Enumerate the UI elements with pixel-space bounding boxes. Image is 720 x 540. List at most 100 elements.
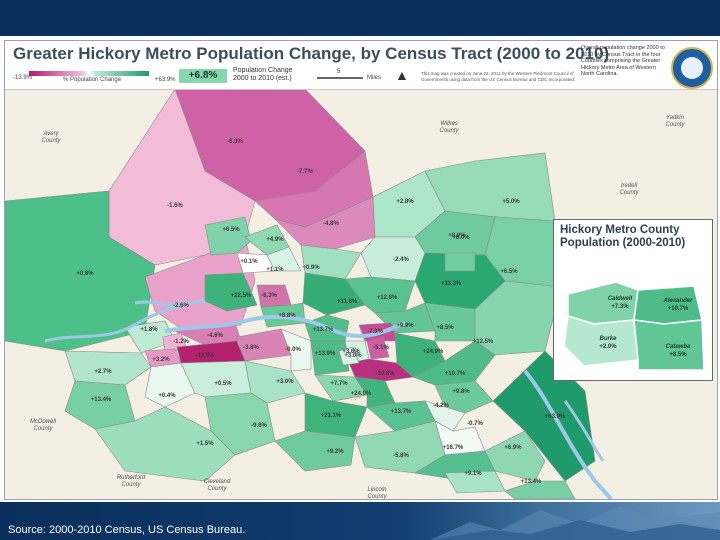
tract-polygon: [204, 272, 258, 312]
tract-label: +3.2%: [152, 357, 170, 363]
map-header: Greater Hickory Metro Population Change,…: [5, 41, 717, 90]
tract-polygon: [266, 246, 302, 272]
county-label: Cleveland County: [204, 479, 231, 492]
tract-polygon: [260, 302, 306, 328]
tract-label: +1.1%: [266, 267, 284, 273]
pop-change-line1: Population Change: [233, 67, 293, 74]
county-labels-layer: Avery County Wilkes County Yadkin County Irede…: [30, 115, 686, 499]
map-credit-note: This map was created on June 22, 2011 by…: [421, 71, 576, 82]
tract-polygon: [484, 430, 546, 482]
tract-polygon: [504, 480, 576, 499]
inset-map: Caldwell +7.3% Alexander +10.7% Burke +2.0% Ca…: [563, 281, 705, 371]
tract-label: +16.7%: [443, 445, 464, 451]
county-label: Avery County: [41, 131, 61, 144]
tract-label: +13.7%: [313, 327, 334, 333]
tract-polygon: [204, 216, 252, 256]
tract-label: -4.6%: [207, 333, 223, 339]
tract-label: -5.8%: [393, 453, 409, 459]
tract-polygon: [94, 406, 236, 482]
north-arrow-icon: ▲: [395, 67, 409, 83]
tract-polygon: [5, 190, 156, 352]
pop-change-line2: 2000 to 2010 (est.): [233, 75, 292, 82]
tract-polygon: [300, 244, 362, 280]
tract-label: +6.9%: [504, 445, 522, 451]
tract-polygon: [280, 328, 312, 372]
tract-label: +0.5%: [214, 381, 232, 387]
overall-change-box: +6.8%: [179, 69, 227, 83]
water-layer: [44, 299, 613, 499]
tract-label: +8.5%: [436, 325, 454, 331]
inset-county-name: Alexander: [662, 298, 693, 304]
county-label: Rutherford County: [117, 475, 146, 488]
tract-label: -4.8%: [323, 221, 339, 227]
inset-county-value: +10.7%: [668, 306, 689, 312]
inset-county-name: Catawba: [666, 344, 691, 350]
population-change-label: Population Change 2000 to 2010 (est.): [233, 67, 293, 83]
tract-label: +9.8%: [452, 389, 470, 395]
map-figure: -6.3% -7.7% -1.5% +0.8% -2.6% +6.5% +4.9% -4.8%…: [4, 40, 718, 500]
tract-label: +3.0%: [276, 379, 294, 385]
tract-label: +13.4%: [521, 479, 542, 485]
tract-polygon: [302, 272, 366, 316]
tract-label: +10.7%: [445, 371, 466, 377]
inset-county-polygon: [567, 281, 639, 325]
tract-label: +8.8%: [278, 313, 296, 319]
legend-max: +63.9%: [155, 77, 176, 83]
tracts-layer: [5, 88, 596, 499]
tract-label: +3.0%: [344, 353, 362, 359]
tract-polygon: [424, 302, 476, 342]
tract-label: +6.5%: [222, 227, 240, 233]
tract-polygon: [144, 362, 196, 408]
tract-label: +2.8%: [396, 199, 414, 205]
tract-label: +0.9%: [302, 265, 320, 271]
tract-polygon: [338, 346, 360, 366]
tract-label: -6.3%: [261, 293, 277, 299]
tract-label: -5.1%: [373, 345, 389, 351]
tract-label: -13.5%: [195, 353, 215, 359]
tract-label: +13.9%: [315, 351, 336, 357]
county-label: Lincoln County: [367, 487, 387, 499]
tract-label: +24.9%: [423, 349, 444, 355]
inset-county-name: Caldwell: [608, 296, 633, 302]
inset-county-value: +2.0%: [599, 344, 617, 350]
tract-label: +5.0%: [502, 199, 520, 205]
tract-polygon: [366, 336, 390, 360]
tract-label: -7.3%: [367, 329, 383, 335]
tract-label: -0.0%: [285, 347, 301, 353]
tract-label: -7.7%: [297, 169, 313, 175]
tract-label: -0.7%: [467, 421, 483, 427]
tract-polygon: [424, 400, 466, 432]
tract-polygon: [310, 340, 350, 376]
county-label: Iredell County: [619, 183, 639, 196]
tract-label: +8.0%: [448, 233, 466, 239]
tract-label: +6.5%: [500, 269, 518, 275]
tract-label: +12.5%: [473, 339, 494, 345]
tract-label: +24.0%: [351, 391, 372, 397]
tract-polygon: [64, 350, 152, 386]
scale-number: 5: [337, 69, 341, 75]
scale-unit: Miles: [367, 75, 382, 81]
inset-title-line1: Hickory Metro County: [560, 224, 680, 236]
tract-label: -2.6%: [173, 303, 189, 309]
tract-label: +4.9%: [266, 237, 284, 243]
tract-label: +1.8%: [140, 327, 158, 333]
tract-label: +63.9%: [545, 414, 566, 420]
tract-label: -6.3%: [227, 139, 243, 145]
inset-county-value: +8.5%: [669, 352, 687, 358]
legend-min: -13.9%: [13, 75, 33, 81]
tract-label: +9.9%: [396, 323, 414, 329]
tract-label: +9.2%: [326, 449, 344, 455]
source-citation: Source: 2000-2010 Census, US Census Bure…: [8, 524, 246, 536]
tract-label: +21.1%: [321, 413, 342, 419]
inset-county-polygon: [633, 319, 705, 371]
inset-county-polygon: [633, 285, 703, 325]
tract-label: -1.2%: [173, 339, 189, 345]
tract-label: -1.5%: [167, 203, 183, 209]
tract-label: +33.3%: [441, 281, 462, 287]
tract-labels-layer: -6.3% -7.7% -1.5% +0.8% -2.6% +6.5% +4.9% -4.8%…: [76, 139, 566, 485]
tract-label: +8.0%: [452, 235, 470, 241]
county-inset: Hickory Metro County Population (2000-20…: [553, 219, 713, 381]
legend-color-ramp: [29, 71, 149, 76]
inset-title: Hickory Metro County Population (2000-20…: [560, 224, 685, 250]
tract-label: +7.7%: [330, 381, 348, 387]
